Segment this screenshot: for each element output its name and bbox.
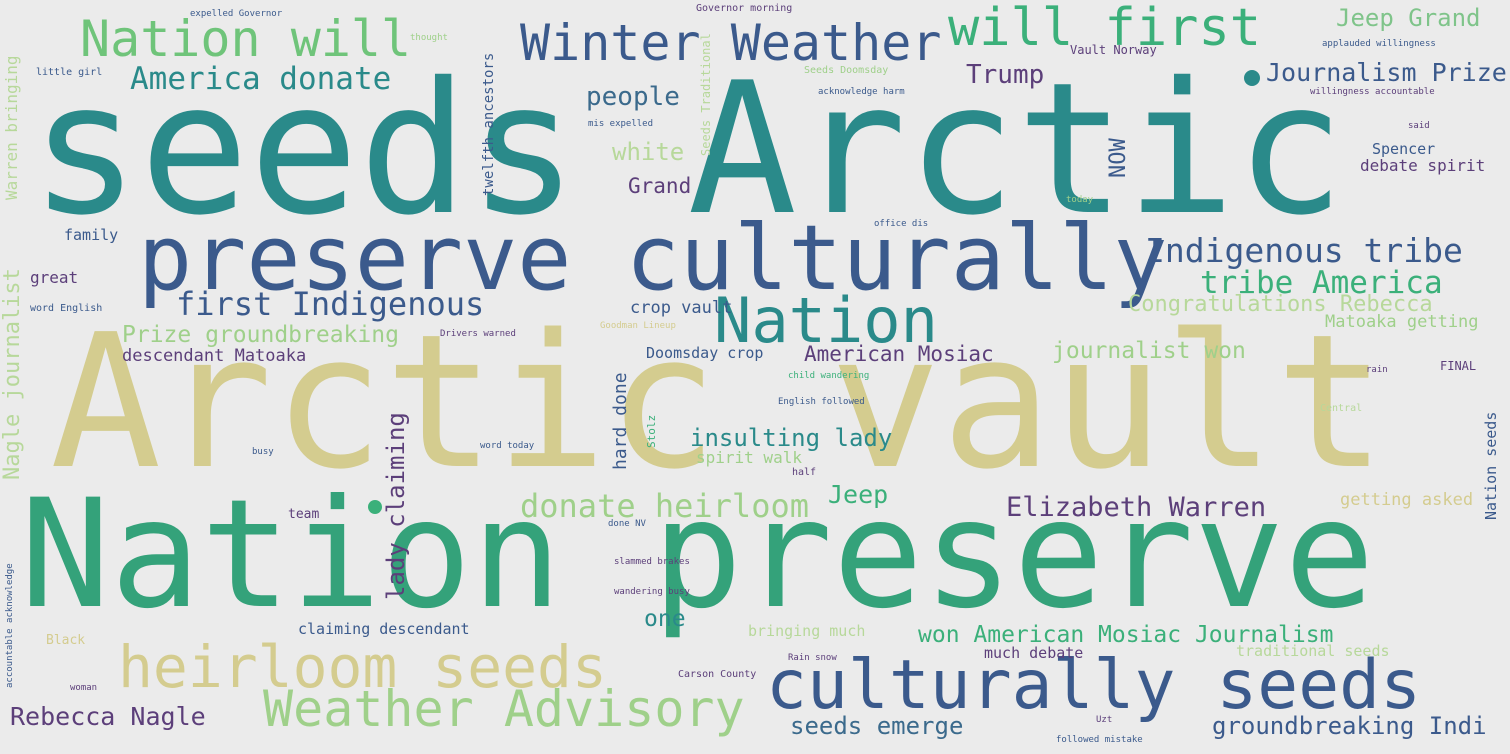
word-final: FINAL bbox=[1440, 359, 1477, 373]
dot-mark bbox=[1244, 70, 1260, 86]
word-rain: rain bbox=[1366, 365, 1388, 375]
word-white: white bbox=[612, 138, 685, 166]
word-claiming-descendant: claiming descendant bbox=[298, 620, 470, 638]
word-accountable-acknowledge: accountable acknowledge bbox=[5, 563, 15, 688]
word-getting-asked: getting asked bbox=[1340, 490, 1474, 510]
word-stolz: Stolz bbox=[645, 414, 658, 448]
word-busy: busy bbox=[252, 447, 274, 457]
word-half: half bbox=[792, 467, 817, 478]
word-matoaka-getting: Matoaka getting bbox=[1325, 312, 1479, 332]
word-preserve-culturally: preserve culturally bbox=[138, 206, 1168, 311]
word-spirit-walk: spirit walk bbox=[696, 448, 802, 467]
word-bringing-much: bringing much bbox=[748, 622, 866, 640]
word-english-followed: English followed bbox=[778, 397, 865, 407]
word-nation: Nation bbox=[714, 284, 938, 357]
word-groundbreaking-indi: groundbreaking Indi bbox=[1212, 712, 1487, 740]
word-debate-spirit: debate spirit bbox=[1360, 156, 1486, 175]
word-one: one bbox=[644, 606, 686, 632]
word-arctic-vault: Arctic vault bbox=[50, 294, 1387, 510]
word-applauded-willingness: applauded willingness bbox=[1322, 39, 1436, 49]
word-slammed-brakes: slammed brakes bbox=[614, 557, 690, 567]
word-child-wandering: child wandering bbox=[788, 371, 870, 381]
word-black: Black bbox=[46, 633, 86, 648]
word-nation-preserve: Nation preserve bbox=[20, 468, 1375, 642]
word-little-girl: little girl bbox=[36, 67, 103, 78]
word-done-nv: done NV bbox=[608, 519, 646, 529]
word-nation-will: Nation will bbox=[80, 10, 412, 68]
word-acknowledge-harm: acknowledge harm bbox=[818, 87, 905, 97]
word-drivers-warned: Drivers warned bbox=[440, 329, 516, 339]
word-today: today bbox=[1066, 195, 1094, 205]
word-governor-morning: Governor morning bbox=[696, 3, 793, 14]
word-nation-seeds: Nation seeds bbox=[1482, 411, 1500, 520]
word-now: NOW bbox=[1106, 138, 1131, 178]
word-tribe-america: tribe America bbox=[1200, 265, 1443, 301]
word-seeds-arctic: seeds Arctic bbox=[30, 43, 1345, 255]
word-journalism-prize: Journalism Prize bbox=[1266, 58, 1507, 87]
word-grand: Grand bbox=[628, 174, 692, 198]
word-office-dis: office dis bbox=[874, 219, 929, 229]
word-carson-county: Carson County bbox=[678, 669, 757, 680]
word-insulting-lady: insulting lady bbox=[690, 424, 893, 452]
word-said: said bbox=[1408, 121, 1430, 131]
word-winter-weather: Winter Weather bbox=[520, 14, 942, 72]
word-willingness-accountable: willingness accountable bbox=[1310, 87, 1435, 97]
word-crop-vault: crop vault bbox=[630, 298, 733, 318]
word-descendant-matoaka: descendant Matoaka bbox=[122, 346, 307, 366]
word-spencer: Spencer bbox=[1372, 140, 1436, 158]
word-won-american-mosiac-journalism: won American Mosiac Journalism bbox=[918, 622, 1334, 648]
word-word-today: word today bbox=[480, 441, 535, 451]
word-american-mosiac: American Mosiac bbox=[804, 342, 994, 366]
word-vault-norway: Vault Norway bbox=[1070, 43, 1157, 57]
dot-mark bbox=[368, 500, 382, 514]
word-congratulations-rebecca: Congratulations Rebecca bbox=[1128, 292, 1433, 317]
word-word-english: word English bbox=[30, 303, 103, 314]
word-seeds-doomsday: Seeds Doomsday bbox=[804, 65, 889, 76]
word-jeep-grand: Jeep Grand bbox=[1336, 4, 1481, 32]
word-followed-mistake: followed mistake bbox=[1056, 735, 1143, 745]
word-people: people bbox=[586, 82, 680, 112]
word-journalist-won: journalist won bbox=[1052, 338, 1246, 364]
word-woman: woman bbox=[70, 683, 98, 693]
word-family: family bbox=[64, 226, 119, 244]
word-great: great bbox=[30, 268, 79, 287]
word-indigenous-tribe: Indigenous tribe bbox=[1145, 231, 1463, 270]
word-donate-heirloom: donate heirloom bbox=[520, 487, 809, 525]
word-jeep: Jeep bbox=[828, 480, 889, 509]
word-traditional-seeds: traditional seeds bbox=[1236, 642, 1390, 660]
word-twelfth-ancestors: twelfth ancestors bbox=[481, 52, 497, 196]
word-warren-bringing: Warren bringing bbox=[2, 55, 21, 201]
word-wandering-busy: wandering busy bbox=[614, 587, 690, 597]
word-lady-claiming: lady claiming bbox=[382, 412, 410, 600]
word-central: Central bbox=[1320, 403, 1363, 414]
word-seeds-traditional: Seeds Traditional bbox=[699, 33, 713, 156]
word-uzt: Uzt bbox=[1096, 715, 1113, 725]
word-weather-advisory: Weather Advisory bbox=[263, 680, 745, 738]
word-trump: Trump bbox=[966, 60, 1045, 90]
word-prize-groundbreaking: Prize groundbreaking bbox=[122, 322, 399, 348]
word-much-debate: much debate bbox=[984, 644, 1084, 662]
word-rebecca-nagle: Rebecca Nagle bbox=[10, 702, 206, 731]
word-hard-done: hard done bbox=[610, 372, 631, 470]
word-team: team bbox=[288, 507, 320, 522]
word-mis-expelled: mis expelled bbox=[588, 119, 654, 129]
word-seeds-emerge: seeds emerge bbox=[790, 712, 964, 740]
word-expelled-governor: expelled Governor bbox=[190, 9, 283, 19]
word-thought: thought bbox=[410, 33, 448, 43]
word-america-donate: America donate bbox=[130, 61, 392, 97]
word-rain-snow: Rain snow bbox=[788, 653, 837, 663]
word-heirloom-seeds: heirloom seeds bbox=[118, 633, 607, 701]
word-will-first: will first bbox=[948, 0, 1262, 58]
word-nagle-journalist: Nagle journalist bbox=[0, 268, 25, 480]
word-doomsday-crop: Doomsday crop bbox=[646, 344, 764, 362]
word-first-indigenous: first Indigenous bbox=[176, 285, 485, 323]
word-culturally-seeds: culturally seeds bbox=[766, 646, 1422, 725]
word-elizabeth-warren: Elizabeth Warren bbox=[1006, 492, 1267, 523]
word-goodman-lineup: Goodman Lineup bbox=[600, 321, 676, 331]
